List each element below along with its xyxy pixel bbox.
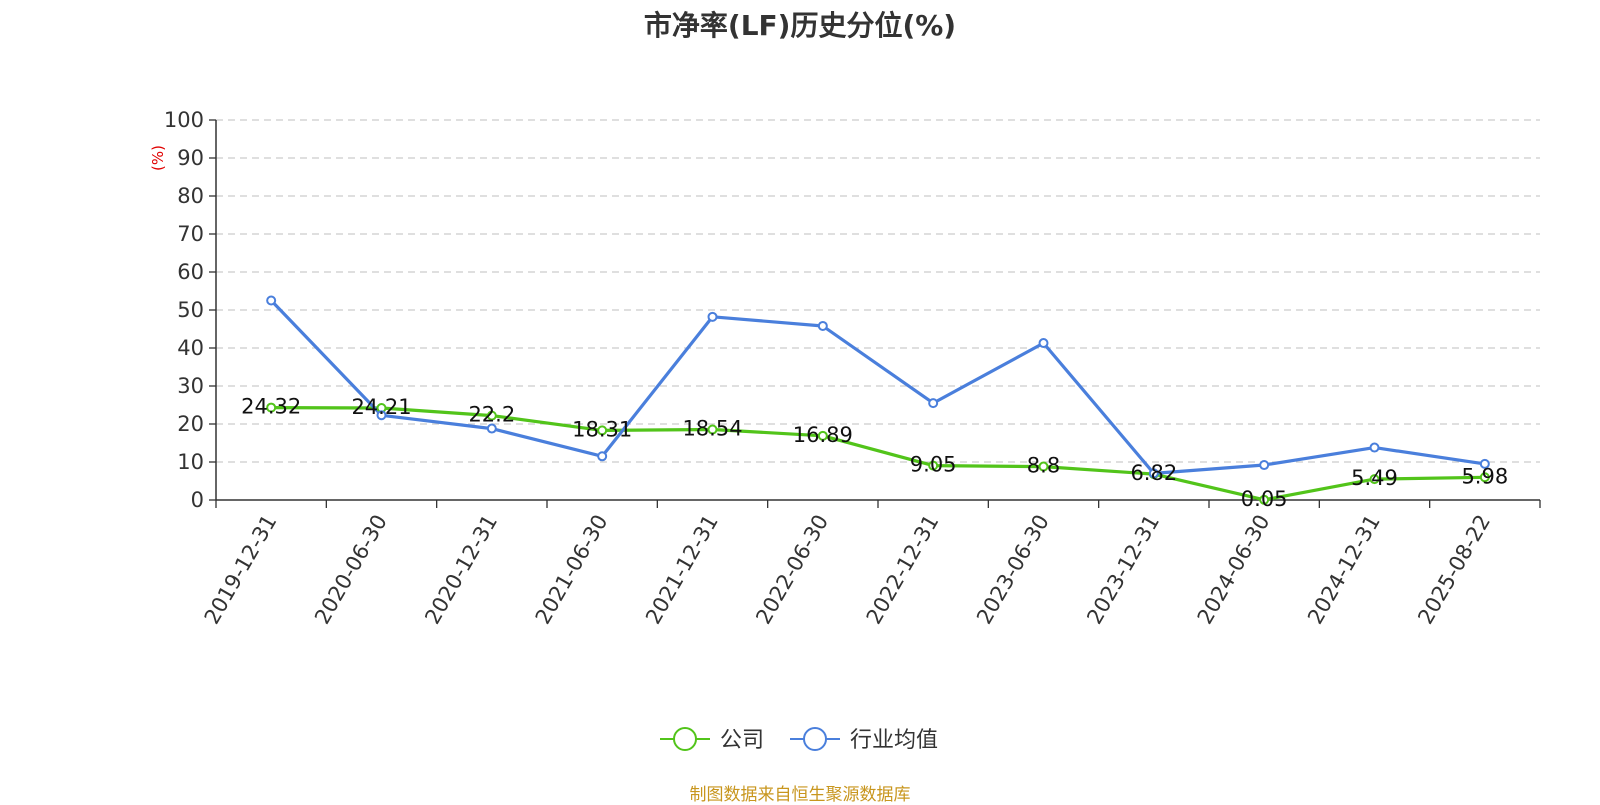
data-point-company[interactable] (707, 424, 718, 435)
x-axis-ticks: 2019-12-31 2020-06-30 2020-12-31 2021-06-30… (200, 500, 1541, 629)
data-label-company: 16.89 (793, 423, 853, 447)
y-tick-label: 80 (177, 184, 204, 208)
data-labels: 24.32 24.21 22.2 18.31 18.54 16.89 9.05 8.8 6.82… (241, 395, 1508, 511)
grid-lines (216, 119, 1540, 463)
data-label-company: 8.8 (1027, 454, 1060, 478)
data-point-industry-average[interactable] (1259, 460, 1270, 471)
y-tick-label: 10 (177, 450, 204, 474)
data-label-company: 18.54 (682, 417, 742, 441)
y-tick-label: 90 (177, 146, 204, 170)
y-tick-label: 60 (177, 260, 204, 284)
y-tick-label: 0 (191, 488, 204, 512)
data-point-industry-average[interactable] (266, 295, 277, 306)
x-tick-label: 2020-12-31 (420, 511, 502, 629)
x-tick-label: 2019-12-31 (200, 511, 282, 629)
data-point-company[interactable] (817, 430, 828, 441)
data-point-industry-average[interactable] (376, 410, 387, 421)
data-label-company: 24.21 (351, 395, 411, 419)
legend-marker[interactable] (673, 727, 697, 751)
legend-label-company[interactable]: 公司 (720, 728, 764, 753)
data-label-company: 22.2 (468, 403, 515, 427)
data-point-industry-average[interactable] (707, 311, 718, 322)
y-tick-label: 40 (177, 336, 204, 360)
data-point-industry-average[interactable] (1038, 338, 1049, 349)
legend: 公司 行业均值 (660, 727, 938, 753)
data-point-company[interactable] (1038, 461, 1049, 472)
y-tick-label: 100 (164, 108, 204, 132)
chart-title: 市净率(LF)历史分位(%) (643, 9, 957, 42)
data-point-company[interactable] (1259, 494, 1270, 505)
data-label-company: 6.82 (1130, 461, 1177, 485)
x-tick-label: 2023-12-31 (1082, 511, 1164, 629)
data-label-company: 5.49 (1351, 466, 1398, 490)
data-label-company: 18.31 (572, 417, 632, 441)
data-point-industry-average[interactable] (1369, 442, 1380, 453)
series-lines (270, 299, 1486, 502)
y-axis-unit-label: (%) (149, 145, 167, 171)
data-label-company: 9.05 (910, 453, 957, 477)
y-tick-label: 20 (177, 412, 204, 436)
data-point-company[interactable] (266, 402, 277, 413)
data-label-company: 0.05 (1241, 487, 1288, 511)
y-tick-label: 70 (177, 222, 204, 246)
source-note: 制图数据来自恒生聚源数据库 (689, 785, 911, 805)
data-label-company: 5.98 (1461, 464, 1508, 488)
x-tick-label: 2021-06-30 (531, 511, 613, 629)
legend-marker[interactable] (803, 727, 827, 751)
data-point-company[interactable] (486, 410, 497, 421)
series-points (266, 295, 1490, 505)
x-tick-label: 2020-06-30 (310, 511, 392, 629)
x-tick-label: 2025-08-22 (1413, 511, 1495, 629)
y-tick-label: 50 (177, 298, 204, 322)
data-point-industry-average[interactable] (817, 320, 828, 331)
y-tick-label: 30 (177, 374, 204, 398)
data-label-company: 24.32 (241, 395, 301, 419)
data-point-company[interactable] (597, 425, 608, 436)
x-tick-label: 2022-12-31 (862, 511, 944, 629)
data-point-industry-average[interactable] (597, 451, 608, 462)
data-point-company[interactable] (928, 460, 939, 471)
x-tick-label: 2024-06-30 (1193, 511, 1275, 629)
data-point-industry-average[interactable] (928, 398, 939, 409)
series-line-company (271, 406, 1485, 502)
data-point-industry-average[interactable] (1479, 458, 1490, 469)
data-point-company[interactable] (1479, 472, 1490, 483)
x-tick-label: 2022-06-30 (751, 511, 833, 629)
x-tick-label: 2024-12-31 (1303, 511, 1385, 629)
data-point-industry-average[interactable] (1148, 468, 1159, 479)
data-point-company[interactable] (1369, 474, 1380, 485)
series-line-industry-average (270, 299, 1486, 475)
legend-label-industry-average[interactable]: 行业均值 (850, 728, 938, 753)
x-tick-label: 2023-06-30 (972, 511, 1054, 629)
data-point-industry-average[interactable] (486, 423, 497, 434)
y-axis-ticks: 0 10 20 30 40 50 60 70 80 90 100 (164, 108, 216, 512)
x-tick-label: 2021-12-31 (641, 511, 723, 629)
